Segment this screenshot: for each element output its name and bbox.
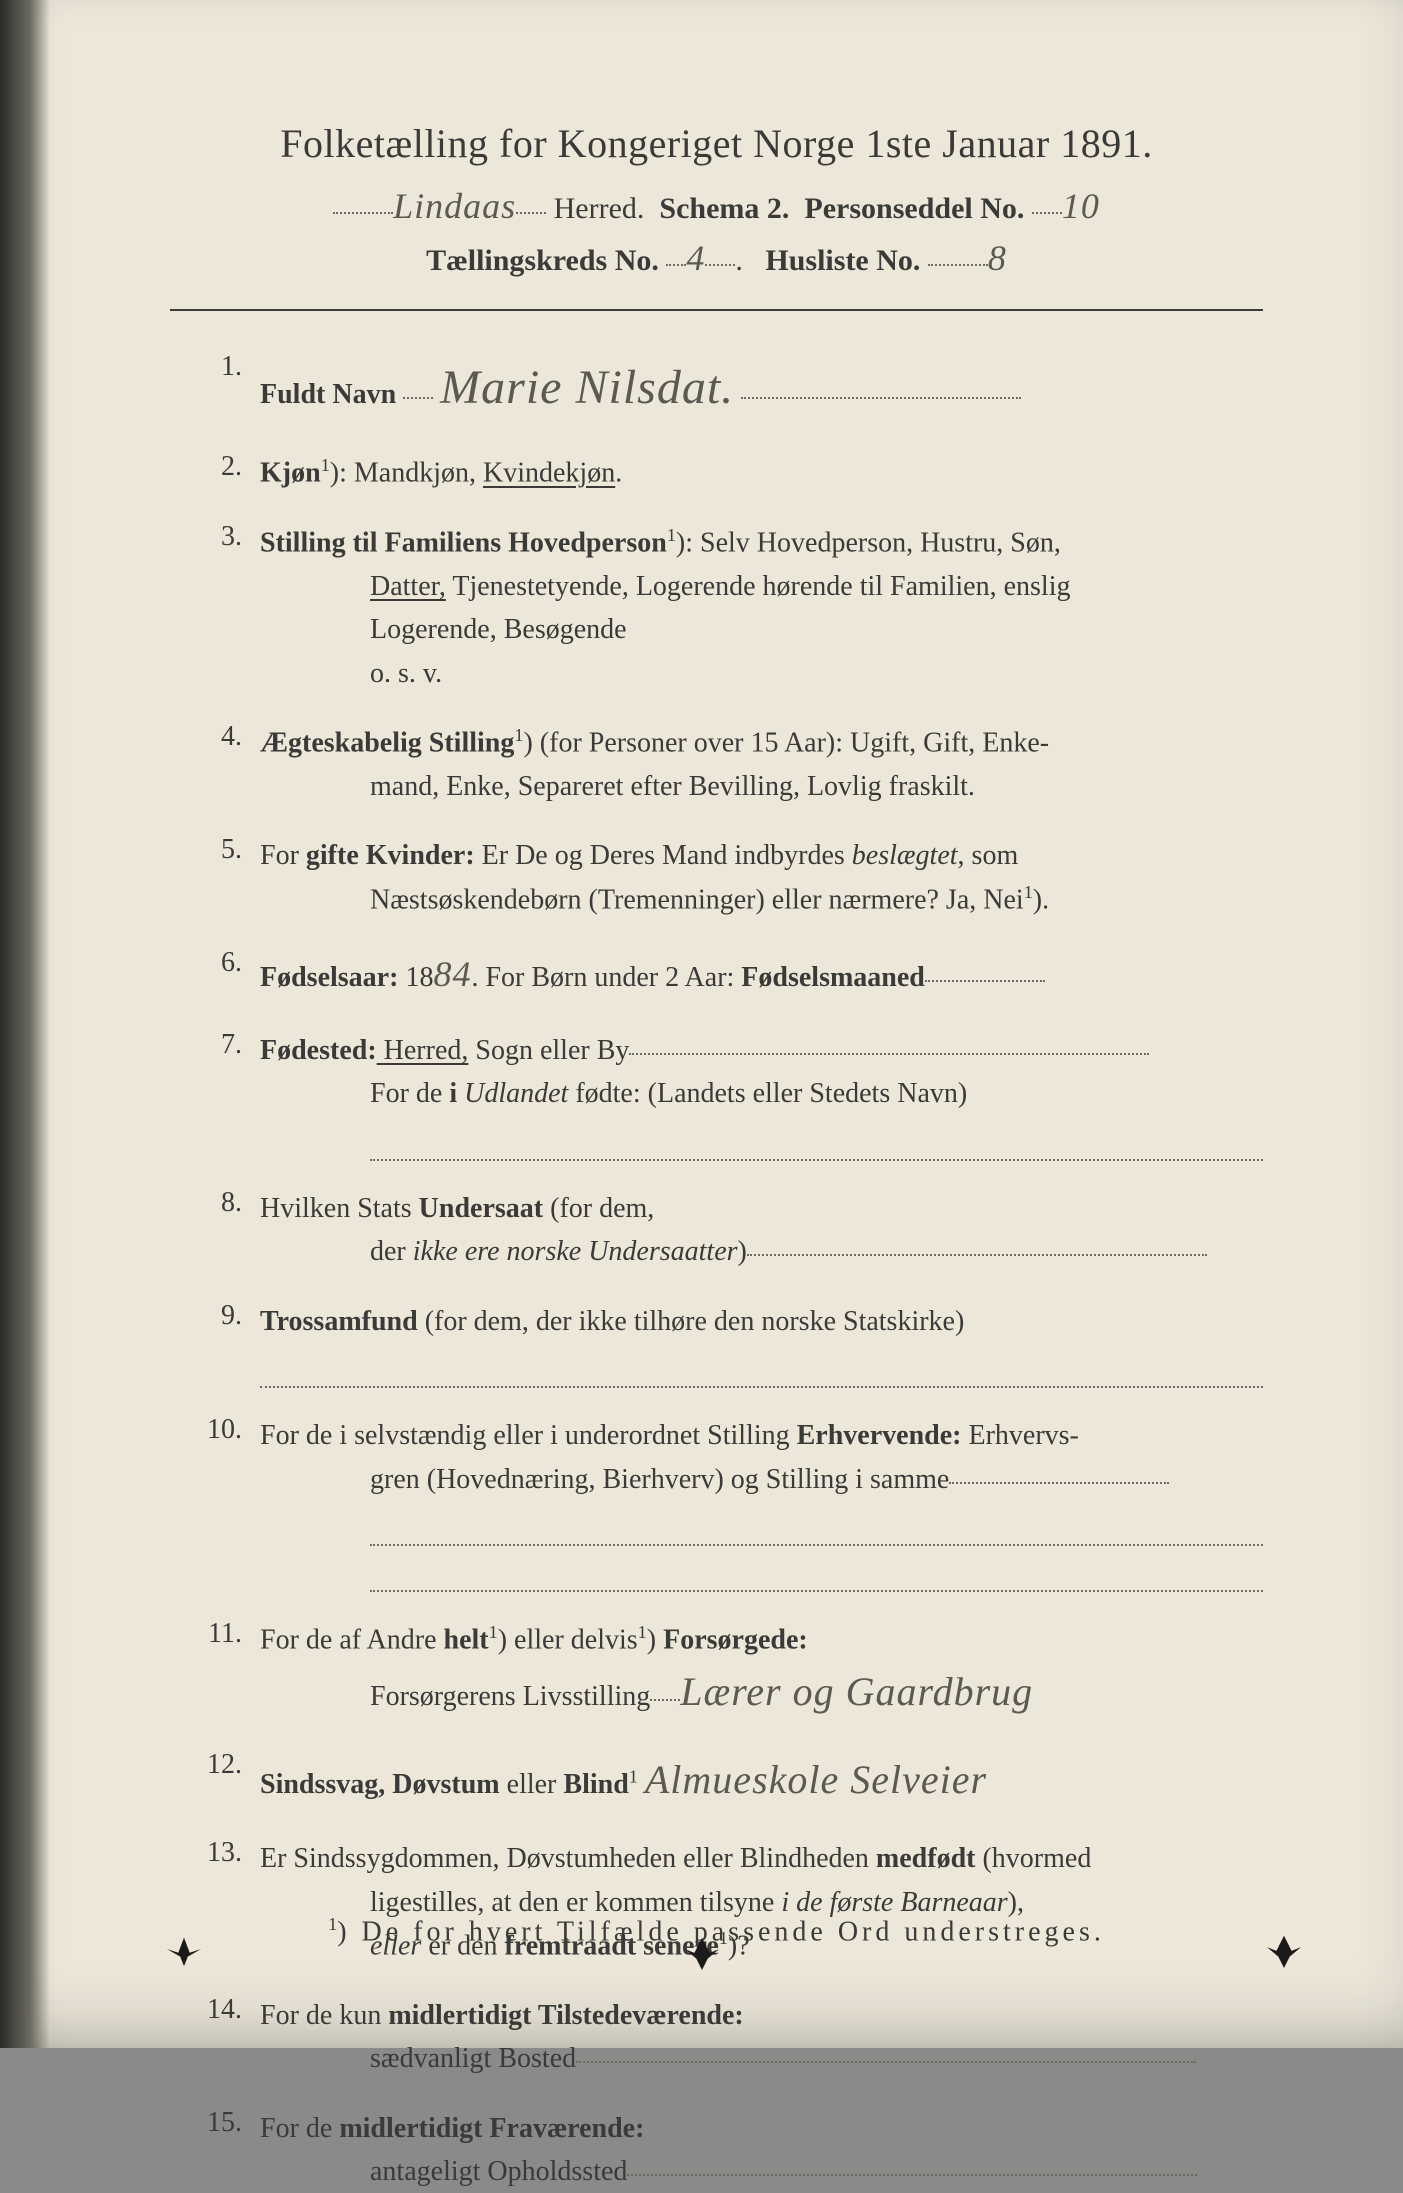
item-2: 2. Kjøn1): Mandkjøn, Kvindekjøn. <box>200 451 1263 495</box>
header-line-2: Tællingskreds No. 4. Husliste No. 8 <box>170 237 1263 279</box>
kreds-label: Tællingskreds No. <box>426 244 659 277</box>
item12-hand: Almueskole Selveier <box>645 1757 987 1802</box>
page-title: Folketælling for Kongeriget Norge 1ste J… <box>170 120 1263 167</box>
name-hand: Marie Nilsdat. <box>440 361 734 414</box>
item-1: 1. Fuldt Navn Marie Nilsdat. <box>200 351 1263 425</box>
item-12: 12. Sindssvag, Døvstum eller Blind1 Almu… <box>200 1749 1263 1811</box>
item-7: 7. Fødested: Herred, Sogn eller By For d… <box>200 1029 1263 1161</box>
item-14: 14. For de kun midlertidigt Tilstedevære… <box>200 1994 1263 2081</box>
item-3: 3. Stilling til Familiens Hovedperson1):… <box>200 521 1263 695</box>
husliste-hand: 8 <box>988 238 1007 278</box>
blank-line <box>370 1552 1263 1591</box>
year-hand: 84 <box>433 954 471 994</box>
blank-line <box>370 1122 1263 1161</box>
schema-label: Schema 2. <box>659 192 789 225</box>
divider <box>170 309 1263 311</box>
kreds-hand: 4 <box>686 238 705 278</box>
husliste-label: Husliste No. <box>765 244 920 277</box>
census-form-page: Folketælling for Kongeriget Norge 1ste J… <box>0 0 1403 2048</box>
punch-mark-icon <box>165 1930 203 1968</box>
herred-label: Herred. <box>554 192 645 225</box>
header-line-1: Lindaas Herred. Schema 2. Personseddel N… <box>170 185 1263 227</box>
item-11: 11. For de af Andre helt1) eller delvis1… <box>200 1618 1263 1724</box>
item-6: 6. Fødselsaar: 1884. For Børn under 2 Aa… <box>200 947 1263 1003</box>
punch-mark-icon <box>683 1932 721 1970</box>
livsstilling-hand: Lærer og Gaardbrug <box>680 1669 1033 1714</box>
personseddel-label: Personseddel No. <box>804 192 1024 225</box>
punch-mark-icon <box>1265 1930 1303 1968</box>
herred-handwritten: Lindaas <box>393 186 516 226</box>
item-4: 4. Ægteskabelig Stilling1) (for Personer… <box>200 721 1263 808</box>
item-8: 8. Hvilken Stats Undersaat (for dem, der… <box>200 1187 1263 1274</box>
item-5: 5. For gifte Kvinder: Er De og Deres Man… <box>200 834 1263 921</box>
item-13: 13. Er Sindssygdommen, Døvstumheden elle… <box>200 1837 1263 1968</box>
item-10: 10. For de i selvstændig eller i underor… <box>200 1414 1263 1591</box>
blank-line <box>260 1349 1263 1388</box>
personseddel-hand: 10 <box>1062 186 1100 226</box>
item-9: 9. Trossamfund (for dem, der ikke tilhør… <box>200 1300 1263 1389</box>
blank-line <box>370 1507 1263 1546</box>
item-15: 15. For de midlertidigt Fraværende: anta… <box>200 2107 1263 2193</box>
